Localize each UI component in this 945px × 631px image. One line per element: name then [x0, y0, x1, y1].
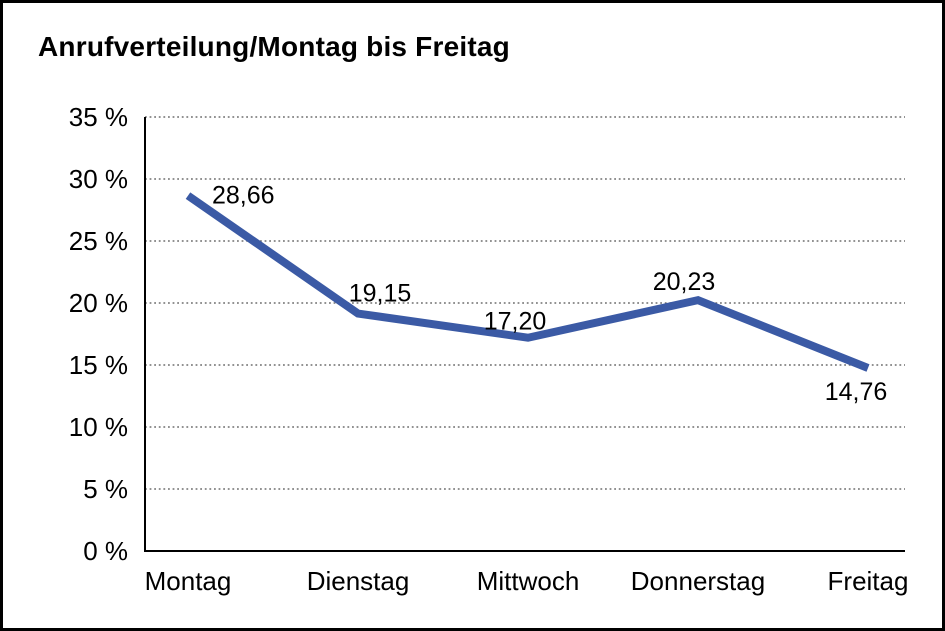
y-tick-label-10: 10 % — [69, 412, 128, 442]
x-tick-label-dienstag: Dienstag — [307, 566, 410, 596]
x-tick-label-donnerstag: Donnerstag — [631, 566, 765, 596]
y-tick-label-15: 15 % — [69, 350, 128, 380]
data-point-labels: 28,66 19,15 17,20 20,23 14,76 — [212, 182, 887, 406]
data-label-mittwoch: 17,20 — [484, 308, 547, 336]
y-tick-label-25: 25 % — [69, 226, 128, 256]
y-tick-label-0: 0 % — [83, 536, 128, 566]
x-tick-label-mittwoch: Mittwoch — [477, 566, 580, 596]
y-tick-label-30: 30 % — [69, 164, 128, 194]
data-label-donnerstag: 20,23 — [653, 268, 716, 296]
x-tick-label-freitag: Freitag — [828, 566, 909, 596]
data-series-line — [185, 192, 870, 372]
axis-lines — [144, 117, 905, 552]
y-tick-label-5: 5 % — [83, 474, 128, 504]
x-axis-tick-labels: Montag Dienstag Mittwoch Donnerstag Freitag — [145, 566, 909, 596]
chart-title: Anrufverteilung/Montag bis Freitag — [38, 31, 510, 62]
data-label-montag: 28,66 — [212, 182, 275, 210]
data-label-freitag: 14,76 — [825, 378, 888, 406]
y-tick-label-35: 35 % — [69, 102, 128, 132]
gridlines — [145, 116, 905, 490]
x-tick-label-montag: Montag — [145, 566, 232, 596]
data-label-dienstag: 19,15 — [349, 280, 412, 308]
y-tick-label-20: 20 % — [69, 288, 128, 318]
y-axis-tick-labels: 0 % 5 % 10 % 15 % 20 % 25 % 30 % 35 % — [69, 102, 128, 566]
